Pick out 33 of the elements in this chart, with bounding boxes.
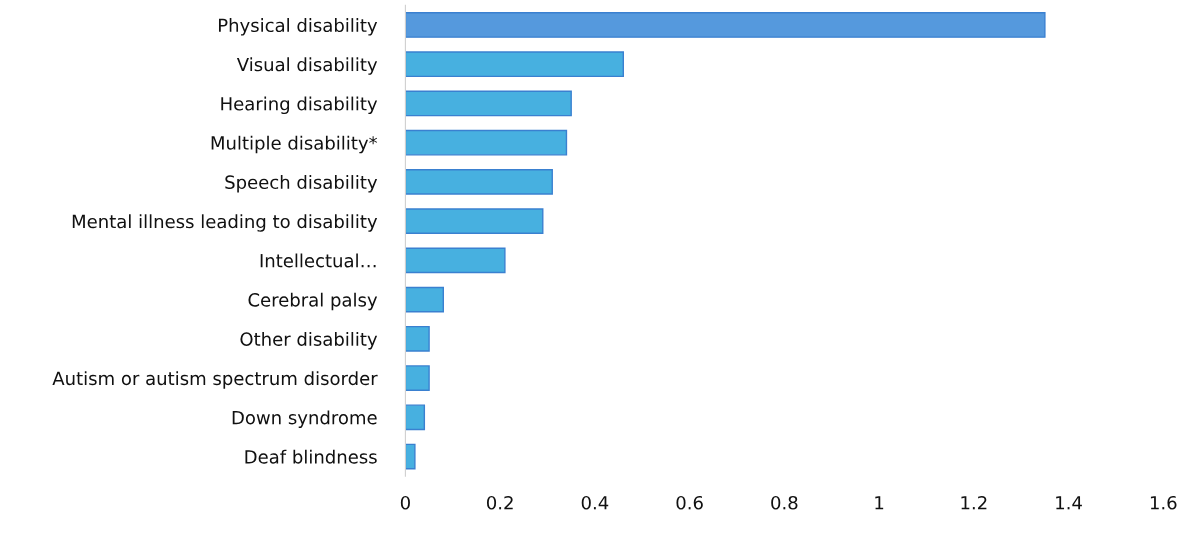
bar	[405, 208, 544, 234]
x-tick-label: 0	[400, 495, 410, 510]
bar	[405, 365, 430, 391]
x-tick-label: 0.2	[486, 495, 513, 510]
bar	[405, 404, 426, 431]
bar	[405, 51, 624, 78]
x-tick-label: 1	[875, 496, 884, 510]
bar	[405, 325, 430, 352]
y-tick-label: Mental illness leading to disability	[72, 214, 378, 232]
y-tick-label: Multiple disability*	[211, 135, 378, 154]
x-tick-label: 1.6	[1150, 495, 1177, 510]
bar	[405, 12, 1046, 38]
x-tick-label: 0.8	[771, 495, 798, 510]
y-tick-label: Autism or autism spectrum disorder	[52, 371, 378, 389]
bar	[405, 286, 445, 313]
bar	[405, 247, 506, 274]
bar	[405, 90, 572, 117]
y-tick-label: Intellectual…	[260, 253, 376, 268]
bar	[405, 443, 416, 470]
x-tick-label: 1.4	[1056, 496, 1082, 510]
y-tick-label: Down syndrome	[232, 410, 377, 428]
y-tick-label: Other disability	[240, 331, 378, 350]
y-tick-label: Speech disability	[225, 175, 378, 193]
y-tick-label: Cerebral palsy	[248, 292, 378, 311]
y-tick-label: Physical disability	[219, 18, 378, 36]
y-tick-label: Hearing disability	[221, 96, 378, 115]
y-tick-label: Deaf blindness	[245, 449, 377, 464]
y-tick-label: Visual disability	[236, 57, 378, 75]
x-tick-label: 0.6	[676, 495, 703, 510]
bar	[405, 169, 553, 195]
x-tick-label: 0.4	[581, 495, 609, 510]
bar	[405, 129, 568, 156]
x-tick-label: 1.2	[961, 495, 987, 510]
